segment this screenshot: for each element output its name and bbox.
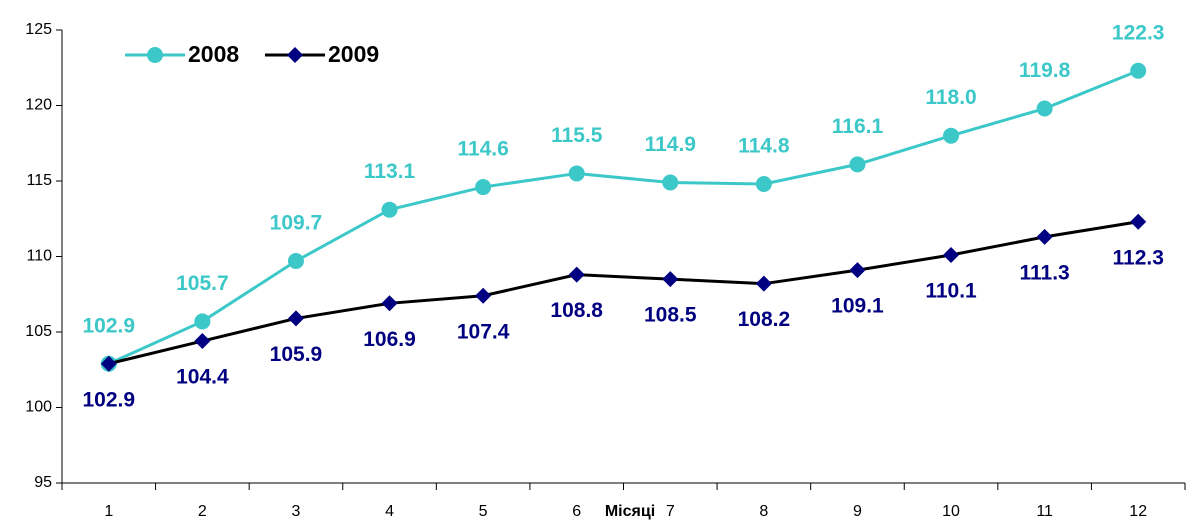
data-label: 108.2 [738, 308, 791, 331]
data-label: 108.8 [550, 299, 603, 322]
marker [755, 275, 772, 292]
x-tick-label: 7 [666, 503, 675, 520]
data-label: 109.1 [831, 295, 884, 318]
y-tick-label: 105 [25, 323, 52, 340]
y-tick-label: 100 [25, 399, 52, 416]
marker [568, 165, 585, 182]
marker [943, 246, 960, 263]
marker [662, 271, 679, 288]
data-label: 119.8 [1019, 59, 1071, 82]
marker [568, 266, 585, 283]
data-label: 104.4 [176, 366, 229, 389]
x-tick-label: 8 [759, 503, 768, 520]
data-label: 110.1 [925, 280, 977, 303]
marker [381, 295, 398, 312]
marker [194, 333, 211, 350]
data-label: 102.9 [83, 388, 136, 411]
marker [287, 47, 303, 63]
data-label: 122.3 [1112, 21, 1165, 44]
marker [1036, 100, 1053, 117]
marker [662, 174, 679, 191]
y-tick-label: 120 [25, 97, 52, 114]
data-label: 109.7 [270, 212, 323, 235]
data-label: 105.9 [270, 343, 323, 366]
x-tick-label: 9 [853, 503, 862, 520]
data-label: 114.9 [645, 133, 696, 156]
series-line [108, 220, 1139, 366]
x-tick-label: 2 [198, 503, 207, 520]
marker [1130, 62, 1147, 79]
marker [475, 179, 492, 196]
y-tick-label: 95 [34, 474, 52, 491]
marker [381, 201, 398, 218]
data-label: 116.1 [832, 115, 884, 138]
x-tick-label: 3 [292, 503, 301, 520]
data-label: 115.5 [551, 124, 603, 147]
data-label: 106.9 [363, 328, 416, 351]
data-label: 102.9 [83, 314, 136, 337]
marker [1130, 213, 1147, 230]
x-axis-label: Місяці [605, 503, 655, 520]
data-label: 107.4 [457, 320, 510, 343]
y-tick-label: 115 [26, 172, 52, 189]
y-tick-label: 110 [26, 248, 52, 265]
data-label: 111.3 [1020, 261, 1070, 284]
data-label: 105.7 [176, 272, 229, 295]
marker [943, 127, 960, 144]
y-tick-label: 125 [25, 21, 52, 38]
marker [1036, 228, 1053, 245]
x-tick-label: 1 [104, 503, 113, 520]
marker [849, 262, 866, 279]
marker [755, 176, 772, 193]
series-line [108, 69, 1139, 366]
marker [194, 313, 211, 330]
data-label: 114.6 [457, 138, 508, 161]
x-tick-label: 4 [385, 503, 394, 520]
x-tick-label: 12 [1129, 503, 1147, 520]
data-label: 113.1 [364, 160, 416, 183]
marker [287, 253, 304, 270]
x-tick-label: 5 [479, 503, 488, 520]
legend-label: 2009 [328, 41, 379, 67]
data-label: 118.0 [925, 86, 976, 109]
data-label: 114.8 [738, 135, 790, 158]
x-tick-label: 10 [942, 503, 960, 520]
data-label: 108.5 [644, 304, 697, 327]
x-tick-label: 6 [572, 503, 581, 520]
marker [287, 310, 304, 327]
marker [100, 355, 117, 372]
legend-label: 2008 [188, 41, 239, 67]
marker [147, 47, 163, 63]
data-label: 112.3 [1113, 246, 1164, 269]
marker [849, 156, 866, 173]
x-tick-label: 11 [1036, 503, 1053, 520]
marker [475, 287, 492, 304]
